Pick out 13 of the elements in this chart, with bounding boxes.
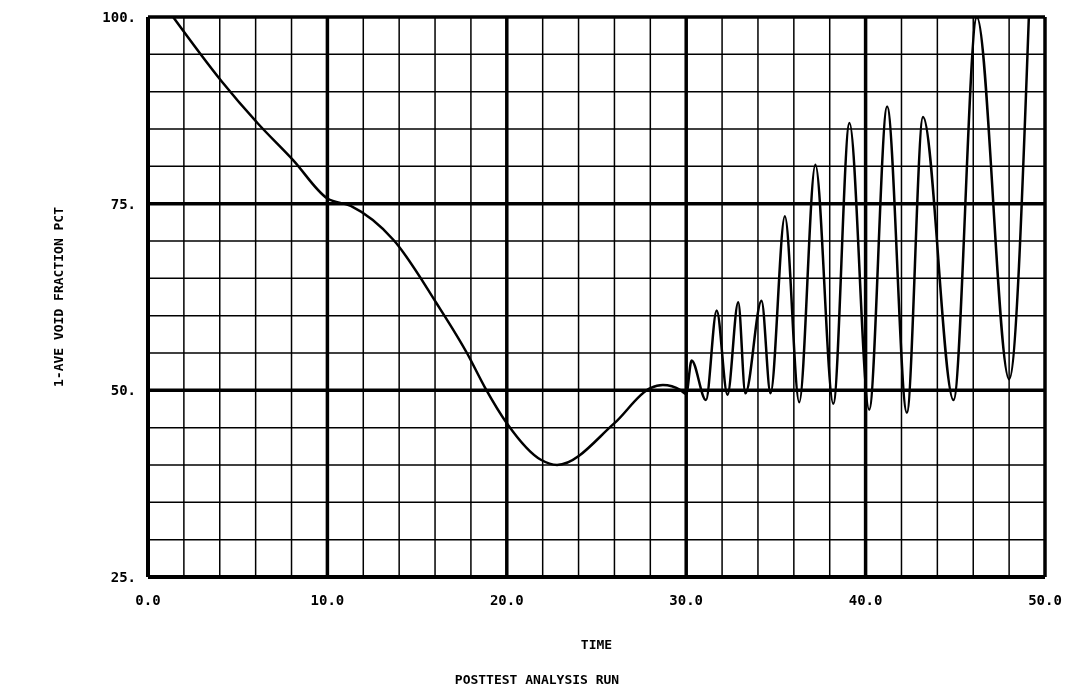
x-axis-title: TIME bbox=[580, 637, 613, 652]
x-tick-label: 0.0 bbox=[135, 591, 161, 608]
x-tick-label: 10.0 bbox=[310, 591, 345, 608]
text: POSTTEST ANALYSIS RUN bbox=[453, 672, 621, 687]
x-tick-label: 30.0 bbox=[669, 591, 704, 608]
y-tick-label: 75. bbox=[110, 195, 136, 212]
y-axis-title: 1-AVE VOID FRACTION PCT bbox=[50, 206, 66, 388]
y-tick-label: 100. bbox=[102, 8, 136, 25]
y-tick-label: 50. bbox=[110, 382, 136, 399]
x-tick-label: 20.0 bbox=[489, 591, 524, 608]
y-tick-label: 25. bbox=[110, 568, 136, 585]
x-tick-label: 40.0 bbox=[848, 591, 883, 608]
x-tick-label: 50.0 bbox=[1028, 591, 1062, 608]
